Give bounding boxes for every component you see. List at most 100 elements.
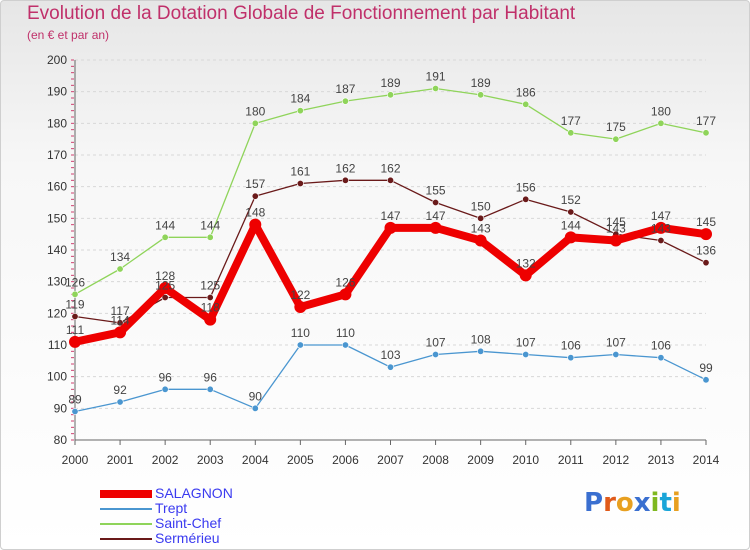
- data-point: [474, 234, 487, 247]
- y-tick-label: 200: [47, 53, 67, 67]
- data-label: 162: [335, 161, 355, 175]
- data-point: [386, 363, 394, 371]
- data-point: [206, 293, 214, 301]
- x-tick-label: 2013: [648, 453, 675, 467]
- data-label: 147: [651, 209, 671, 223]
- data-label: 119: [65, 298, 84, 312]
- y-tick-label: 120: [47, 306, 67, 320]
- data-label: 96: [158, 370, 172, 384]
- proxiti-logo: Proxiti: [584, 488, 681, 518]
- data-label: 175: [606, 120, 626, 134]
- legend-swatch: [100, 508, 152, 510]
- data-point: [432, 199, 440, 207]
- data-point: [296, 180, 304, 188]
- data-point: [116, 319, 124, 327]
- data-point: [204, 313, 217, 326]
- data-label: 126: [335, 275, 355, 289]
- data-point: [477, 214, 485, 222]
- x-tick-label: 2010: [512, 453, 539, 467]
- data-point: [294, 301, 307, 313]
- y-tick-label: 190: [47, 85, 67, 99]
- y-tick-label: 160: [47, 180, 67, 194]
- data-point: [296, 341, 304, 349]
- data-point: [161, 293, 169, 301]
- data-label: 111: [66, 323, 85, 337]
- data-label: 122: [290, 288, 310, 302]
- legend-item: Trept: [100, 501, 300, 516]
- y-tick-label: 140: [47, 243, 67, 257]
- x-tick-label: 2007: [377, 453, 404, 467]
- logo-letter: x: [633, 488, 651, 518]
- data-point: [567, 208, 575, 216]
- data-point: [657, 354, 665, 362]
- data-label: 177: [561, 114, 581, 128]
- data-point: [609, 234, 622, 247]
- data-label: 186: [516, 85, 536, 99]
- data-point: [116, 398, 124, 406]
- data-point: [161, 233, 169, 241]
- data-label: 103: [380, 348, 400, 362]
- y-tick-label: 170: [47, 148, 67, 162]
- data-label: 96: [204, 370, 218, 384]
- x-tick-label: 2009: [467, 453, 494, 467]
- data-label: 89: [68, 393, 82, 407]
- data-label: 157: [245, 177, 265, 191]
- data-label: 125: [155, 279, 175, 293]
- data-label: 110: [336, 326, 355, 340]
- data-label: 143: [651, 222, 671, 236]
- data-point: [159, 282, 172, 294]
- data-label: 152: [561, 193, 581, 207]
- data-label: 114: [111, 313, 130, 327]
- data-label: 148: [245, 206, 265, 220]
- y-tick-label: 180: [47, 116, 67, 130]
- data-point: [296, 107, 304, 115]
- data-label: 161: [290, 165, 310, 179]
- data-point: [161, 385, 169, 393]
- data-label: 128: [155, 269, 175, 283]
- data-label: 162: [380, 161, 400, 175]
- data-label: 147: [380, 209, 400, 223]
- data-label: 150: [471, 199, 491, 213]
- logo-letter: t: [659, 488, 672, 518]
- data-point: [477, 91, 485, 99]
- data-point: [612, 135, 620, 143]
- line-chart: 80 90 100 110 120 130 140 150 160 170 180 190 200 200…: [47, 53, 720, 467]
- data-label: 106: [651, 339, 671, 353]
- data-label: 125: [200, 279, 220, 293]
- x-tick-label: 2002: [152, 453, 179, 467]
- data-label: 118: [201, 301, 220, 315]
- data-point: [477, 347, 485, 355]
- data-point: [700, 228, 712, 241]
- data-point: [567, 129, 575, 137]
- data-label: 156: [516, 180, 536, 194]
- data-point: [114, 326, 127, 339]
- x-tick-label: 2011: [558, 453, 584, 467]
- data-point: [341, 341, 349, 349]
- series-line-3: [74, 179, 707, 324]
- legend-label: Trept: [155, 500, 188, 516]
- legend-item: Saint-Chef: [100, 516, 300, 531]
- y-tick-label: 110: [48, 338, 67, 352]
- y-tick-label: 80: [54, 433, 68, 447]
- data-point: [386, 176, 394, 184]
- data-point: [251, 119, 259, 127]
- data-point: [71, 290, 79, 298]
- data-point: [432, 85, 440, 93]
- data-label: 110: [291, 326, 310, 340]
- data-label: 106: [561, 339, 581, 353]
- data-label: 136: [696, 244, 716, 258]
- data-point: [206, 385, 214, 393]
- x-tick-label: 2003: [197, 453, 224, 467]
- data-label: 132: [516, 256, 536, 270]
- logo-letter: r: [603, 488, 616, 518]
- data-point: [116, 265, 124, 273]
- y-tick-label: 130: [47, 275, 67, 289]
- legend-label: SALAGNON: [155, 485, 233, 501]
- data-point: [567, 354, 575, 362]
- data-label: 107: [606, 336, 626, 350]
- chart-subtitle: (en € et par an): [27, 28, 110, 42]
- x-tick-label: 2005: [287, 453, 314, 467]
- data-point: [432, 350, 440, 358]
- data-point: [564, 231, 577, 244]
- data-point: [251, 404, 259, 412]
